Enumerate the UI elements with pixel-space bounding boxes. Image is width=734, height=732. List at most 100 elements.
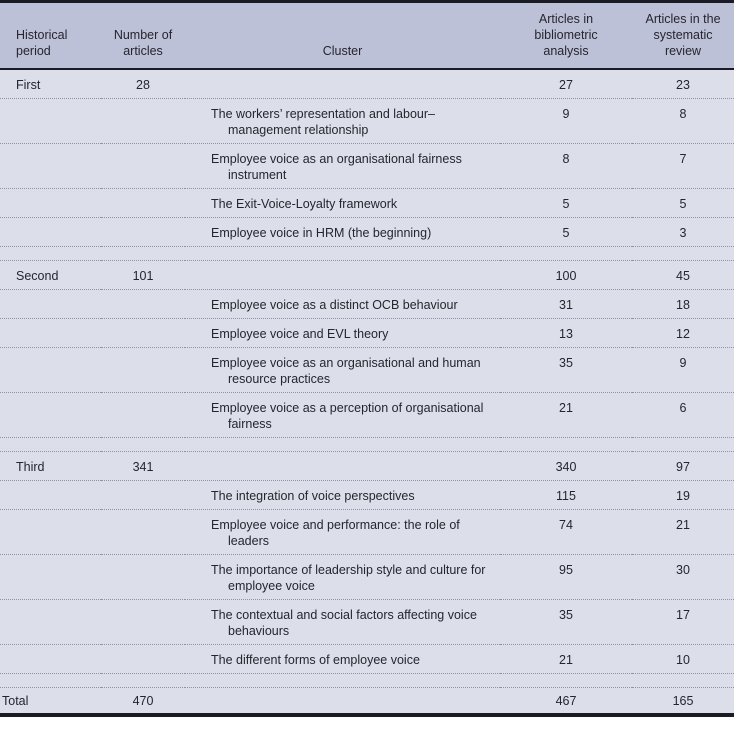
header-articles-bibliometric: Articles in bibliometric analysis <box>500 3 632 70</box>
cell-period <box>0 480 101 510</box>
cell-bibliometric: 35 <box>500 347 632 393</box>
header-row: Historical period Number of articles Clu… <box>0 3 734 70</box>
header-number-of-articles-label: Number of articles <box>113 28 173 58</box>
cell-bibliometric: 100 <box>500 260 632 290</box>
cell-cluster <box>185 437 500 452</box>
spacer-row <box>0 437 734 452</box>
cell-number: 101 <box>101 260 185 290</box>
cell-systematic <box>632 673 734 688</box>
cell-cluster: Employee voice as a perception of organi… <box>185 392 500 438</box>
cell-systematic: 19 <box>632 480 734 510</box>
header-cluster-label: Cluster <box>322 44 363 58</box>
header-number-of-articles: Number of articles <box>101 3 185 70</box>
spacer-row <box>0 246 734 261</box>
cell-period <box>0 289 101 319</box>
cell-bibliometric: 9 <box>500 98 632 144</box>
cell-cluster: The different forms of employee voice <box>185 644 500 674</box>
cell-systematic: 6 <box>632 392 734 438</box>
cell-bibliometric: 21 <box>500 644 632 674</box>
cell-cluster: The integration of voice perspectives <box>185 480 500 510</box>
cell-number <box>101 554 185 600</box>
cell-bibliometric <box>500 437 632 452</box>
cell-systematic: 45 <box>632 260 734 290</box>
cell-cluster <box>185 673 500 688</box>
cell-cluster: Employee voice as an organisational and … <box>185 347 500 393</box>
cell-systematic: 17 <box>632 599 734 645</box>
cell-systematic: 97 <box>632 451 734 481</box>
clusters-table: Historical period Number of articles Clu… <box>0 3 734 713</box>
table-row: The integration of voice perspectives 115… <box>0 480 734 510</box>
cell-bibliometric: 467 <box>555 694 577 708</box>
cell-systematic: 165 <box>672 694 694 708</box>
cell-number: 28 <box>101 69 185 99</box>
cell-period <box>0 599 101 645</box>
cell-cluster: Employee voice and performance: the role… <box>185 509 500 555</box>
table-row: Employee voice in HRM (the beginning) 5 3 <box>0 217 734 247</box>
cell-bibliometric <box>500 673 632 688</box>
cell-period <box>0 98 101 144</box>
cell-systematic: 12 <box>632 318 734 348</box>
cell-systematic: 3 <box>632 217 734 247</box>
cell-number <box>101 673 185 688</box>
cell-systematic <box>632 437 734 452</box>
cell-period <box>0 143 101 189</box>
cell-bibliometric: 8 <box>500 143 632 189</box>
spacer-row <box>0 673 734 688</box>
cell-number: 470 <box>132 694 154 708</box>
header-articles-systematic-label: Articles in the systematic review <box>645 12 721 58</box>
cell-cluster <box>185 688 500 714</box>
cell-cluster: Employee voice as an organisational fair… <box>185 143 500 189</box>
cell-cluster: Employee voice and EVL theory <box>185 318 500 348</box>
table-row: Employee voice and EVL theory 13 12 <box>0 318 734 348</box>
cell-number <box>101 217 185 247</box>
table-row: The contextual and social factors affect… <box>0 599 734 645</box>
cell-systematic: 10 <box>632 644 734 674</box>
table-row: Employee voice as an organisational fair… <box>0 143 734 189</box>
cell-cluster: Employee voice in HRM (the beginning) <box>185 217 500 247</box>
cell-cluster: Employee voice as a distinct OCB behavio… <box>185 289 500 319</box>
table-row: First 28 27 23 <box>0 69 734 99</box>
cell-bibliometric: 74 <box>500 509 632 555</box>
cell-number <box>101 289 185 319</box>
table-header: Historical period Number of articles Clu… <box>0 3 734 70</box>
cell-period <box>0 217 101 247</box>
cell-systematic: 21 <box>632 509 734 555</box>
cell-period <box>0 188 101 218</box>
cell-period <box>0 673 101 688</box>
header-articles-systematic: Articles in the systematic review <box>632 3 734 70</box>
table-row: Employee voice as a distinct OCB behavio… <box>0 289 734 319</box>
cell-number: 341 <box>101 451 185 481</box>
cell-number <box>101 246 185 261</box>
cell-period <box>0 347 101 393</box>
cell-period <box>0 509 101 555</box>
header-articles-bibliometric-label: Articles in bibliometric analysis <box>534 12 598 58</box>
table-row: The importance of leadership style and c… <box>0 554 734 600</box>
cell-systematic: 8 <box>632 98 734 144</box>
cell-bibliometric: 5 <box>500 217 632 247</box>
cell-cluster: The importance of leadership style and c… <box>185 554 500 600</box>
cell-period <box>0 437 101 452</box>
table-row: Employee voice as an organisational and … <box>0 347 734 393</box>
cell-bibliometric: 21 <box>500 392 632 438</box>
cell-bibliometric: 31 <box>500 289 632 319</box>
header-cluster: Cluster <box>185 3 500 70</box>
historical-periods-table: Historical period Number of articles Clu… <box>0 0 734 717</box>
table-row: Employee voice as a perception of organi… <box>0 392 734 438</box>
table-row: The different forms of employee voice 21 1… <box>0 644 734 674</box>
total-row: Total 470 467 165 <box>0 688 734 714</box>
cell-systematic: 5 <box>632 188 734 218</box>
cell-period <box>0 246 101 261</box>
cell-period <box>0 644 101 674</box>
table-row: The workers’ representation and labour–m… <box>0 98 734 144</box>
cell-cluster: The contextual and social factors affect… <box>185 599 500 645</box>
cell-cluster <box>185 260 500 290</box>
cell-number <box>101 143 185 189</box>
table-row: Employee voice and performance: the role… <box>0 509 734 555</box>
cell-systematic: 7 <box>632 143 734 189</box>
cell-period: Second <box>0 260 101 290</box>
cell-bibliometric: 5 <box>500 188 632 218</box>
header-historical-period-label: Historical period <box>16 28 68 58</box>
table-body: First 28 27 23 The workers’ representation a… <box>0 69 734 713</box>
cell-number <box>101 644 185 674</box>
cell-number <box>101 347 185 393</box>
